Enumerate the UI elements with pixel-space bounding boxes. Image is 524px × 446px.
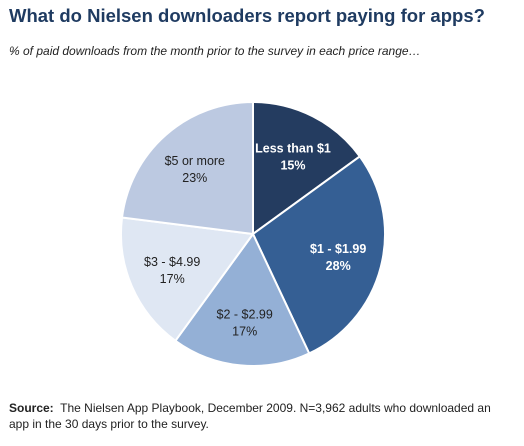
source-label: Source:: [9, 401, 54, 415]
source-text: The Nielsen App Playbook, December 2009.…: [9, 401, 491, 431]
pie-slice-5-or-more: [120, 100, 254, 236]
slice-label-1-1-99: $1 - $1.99: [310, 242, 366, 256]
slice-value-3-4-99: 17%: [160, 272, 185, 286]
pie-labels: Less than $1 15% $1 - $1.99 28% $2 - $2.99 17…: [144, 142, 366, 339]
pie-slice-2-2-99: [174, 232, 311, 367]
slice-value-2-2-99: 17%: [232, 325, 257, 339]
pie-slice-3-4-99: [120, 216, 255, 343]
slice-label-3-4-99: $3 - $4.99: [144, 255, 200, 269]
slice-value-5-or-more: 23%: [182, 171, 207, 185]
source-note: Source: The Nielsen App Playbook, Decemb…: [9, 400, 514, 432]
pie-slice-1-1-99: [251, 155, 386, 355]
slice-label-less-than-1: Less than $1: [255, 142, 331, 156]
pie-slice-less-than-1: [252, 100, 362, 236]
slice-value-1-1-99: 28%: [326, 259, 351, 273]
slice-label-2-2-99: $2 - $2.99: [217, 308, 273, 322]
chart-title: What do Nielsen downloaders report payin…: [9, 5, 485, 26]
slice-label-5-or-more: $5 or more: [165, 154, 225, 168]
pie-slices: [120, 100, 386, 367]
slice-value-less-than-1: 15%: [280, 159, 305, 173]
chart-subtitle: % of paid downloads from the month prior…: [9, 44, 421, 58]
